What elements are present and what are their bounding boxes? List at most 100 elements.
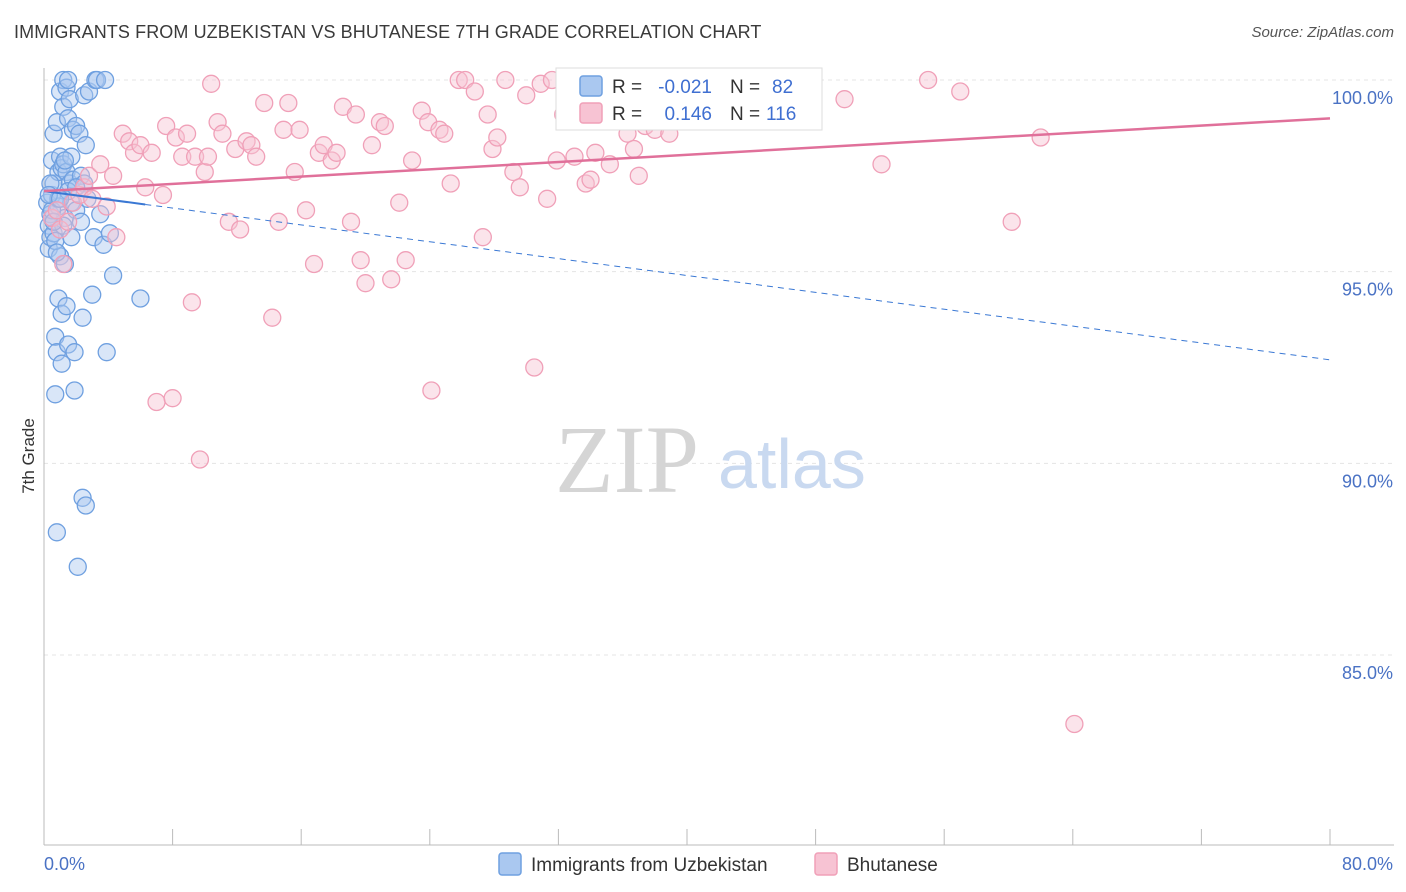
uzbekistan-point-12	[46, 385, 65, 404]
uzbekistan-point-54	[76, 136, 95, 155]
bhutanese-point-53	[327, 143, 346, 162]
bhutanese-point-74	[465, 82, 484, 101]
uzbekistan-point-42	[65, 343, 84, 362]
uzbekistan-point-65	[97, 343, 116, 362]
legend-n-label-1: N =	[730, 77, 760, 98]
bhutanese-point-100	[624, 139, 644, 159]
bottom-legend-swatch-pink	[814, 852, 838, 876]
y-tick-label-90: 90.0%	[1342, 471, 1393, 491]
bhutanese-point-24	[166, 128, 185, 147]
bhutanese-point-56	[346, 105, 366, 124]
bhutanese-point-44	[274, 120, 293, 139]
legend-r-value-2: 0.146	[664, 104, 712, 125]
uzbekistan-point-67	[103, 266, 123, 285]
bhutanese-point-57	[351, 251, 370, 270]
series-uzbekistan	[38, 70, 150, 576]
bhutanese-point-101	[629, 166, 648, 185]
bhutanese-point-114	[951, 82, 970, 101]
watermark: ZIP atlas	[555, 406, 866, 513]
bhutanese-point-25	[173, 147, 192, 166]
bhutanese-point-78	[488, 128, 507, 147]
uzbekistan-point-79	[55, 151, 75, 170]
bhutanese-point-94	[586, 143, 605, 162]
bhutanese-point-39	[242, 136, 261, 155]
uzbekistan-point-32	[57, 297, 76, 316]
bhutanese-point-1	[47, 201, 67, 220]
x-ticks	[43, 829, 1331, 845]
bhutanese-point-55	[341, 212, 361, 231]
chart-title: IMMIGRANTS FROM UZBEKISTAN VS BHUTANESE …	[14, 22, 762, 42]
bhutanese-point-18	[136, 178, 155, 197]
legend-n-value-2: 116	[766, 104, 796, 125]
bhutanese-point-12	[103, 166, 123, 185]
bottom-legend-label-bhutanese: Bhutanese	[847, 855, 938, 876]
bhutanese-point-40	[247, 147, 266, 166]
series-bhutanese	[42, 70, 1084, 734]
uzbekistan-trend-dashed	[145, 203, 1331, 361]
uzbekistan-point-47	[70, 124, 89, 143]
bottom-legend-label-uzbekistan: Immigrants from Uzbekistan	[531, 855, 768, 876]
stats-legend: R = -0.021 N = 82 R = 0.146 N = 116	[555, 67, 823, 131]
uzbekistan-point-15	[47, 523, 67, 542]
bhutanese-point-19	[142, 143, 161, 162]
bhutanese-point-115	[1002, 212, 1021, 231]
legend-r-value-1: -0.021	[658, 77, 712, 98]
uzbekistan-point-51	[73, 308, 92, 327]
uzbekistan-point-64	[95, 70, 115, 90]
legend-r-label-2: R =	[612, 104, 642, 125]
bhutanese-point-34	[213, 124, 232, 143]
legend-swatch-pink	[579, 102, 603, 124]
uzbekistan-point-58	[83, 285, 102, 304]
y-tick-labels: 85.0% 90.0% 95.0% 100.0%	[1332, 88, 1393, 683]
bhutanese-point-65	[402, 151, 422, 170]
bhutanese-point-111	[835, 90, 854, 109]
bhutanese-point-117	[1065, 714, 1084, 734]
uzbekistan-point-36	[60, 90, 79, 109]
x-tick-label-min: 0.0%	[44, 854, 85, 874]
bhutanese-point-20	[147, 392, 166, 412]
uzbekistan-point-43	[65, 381, 84, 400]
bhutanese-trend-line	[43, 117, 1331, 193]
bhutanese-point-84	[531, 74, 550, 93]
bhutanese-point-58	[356, 274, 375, 293]
uzbekistan-point-49	[71, 212, 91, 231]
bhutanese-point-49	[304, 254, 324, 274]
bhutanese-point-29	[190, 450, 210, 469]
uzbekistan-point-77	[47, 243, 67, 262]
bhutanese-point-77	[483, 139, 502, 159]
bhutanese-point-8	[79, 166, 99, 185]
bhutanese-point-75	[473, 228, 492, 247]
bhutanese-point-4	[58, 212, 78, 231]
bhutanese-point-61	[375, 116, 394, 136]
bhutanese-point-11	[97, 197, 116, 216]
bhutanese-point-66	[412, 101, 431, 120]
bhutanese-point-79	[496, 70, 515, 90]
bhutanese-point-23	[163, 389, 182, 408]
bhutanese-point-72	[449, 70, 468, 90]
legend-r-label-1: R =	[612, 77, 642, 98]
y-tick-label-85: 85.0%	[1342, 663, 1393, 683]
legend-n-value-1: 82	[772, 77, 793, 98]
bhutanese-point-32	[202, 74, 221, 93]
uzbekistan-trend-solid	[43, 190, 146, 206]
bhutanese-point-21	[153, 185, 173, 205]
x-tick-label-max: 80.0%	[1342, 854, 1393, 874]
bhutanese-point-71	[441, 174, 460, 193]
uzbekistan-point-46	[68, 557, 87, 576]
source-label: Source: ZipAtlas.com	[1251, 24, 1394, 41]
bhutanese-point-41	[255, 93, 274, 113]
uzbekistan-point-8	[44, 124, 63, 143]
bhutanese-point-93	[581, 170, 600, 189]
bhutanese-point-13	[107, 228, 126, 247]
uzbekistan-point-33	[58, 70, 78, 90]
grid-lines	[44, 79, 1394, 656]
bhutanese-point-15	[120, 132, 139, 151]
legend-swatch-blue	[579, 75, 603, 97]
bhutanese-point-83	[525, 358, 544, 377]
y-axis-title: 7th Grade	[19, 418, 38, 494]
bhutanese-point-31	[198, 147, 218, 166]
bhutanese-point-81	[510, 178, 529, 197]
bhutanese-point-10	[91, 155, 110, 174]
uzbekistan-point-80	[131, 289, 150, 308]
